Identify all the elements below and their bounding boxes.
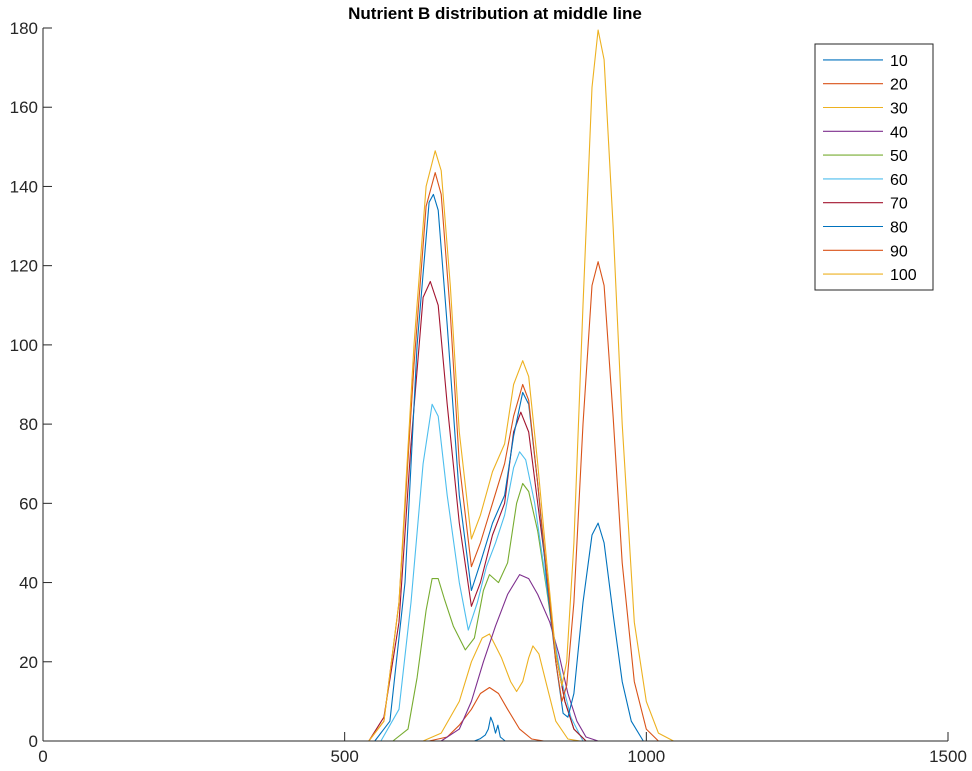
x-tick-label: 0 xyxy=(38,747,47,766)
y-tick-label: 160 xyxy=(10,98,38,117)
y-tick-label: 0 xyxy=(29,732,38,751)
plot-area xyxy=(43,29,948,742)
legend-label-10: 10 xyxy=(890,53,908,70)
y-tick-label: 140 xyxy=(10,177,38,196)
x-tick-label: 500 xyxy=(330,747,358,766)
y-tick-label: 40 xyxy=(19,574,38,593)
y-tick-label: 180 xyxy=(10,19,38,38)
series-line-70 xyxy=(43,280,948,742)
legend-label-90: 90 xyxy=(890,243,908,260)
y-tick-label: 100 xyxy=(10,336,38,355)
series-line-40 xyxy=(43,574,948,742)
series-line-30 xyxy=(43,633,948,742)
legend-label-80: 80 xyxy=(890,220,908,237)
y-tick-label: 60 xyxy=(19,494,38,513)
legend-label-70: 70 xyxy=(890,196,908,213)
legend-label-20: 20 xyxy=(890,77,908,94)
legend-label-60: 60 xyxy=(890,172,908,189)
y-tick-label: 80 xyxy=(19,415,38,434)
legend-label-100: 100 xyxy=(890,267,917,284)
series-line-10 xyxy=(43,716,948,742)
legend-box xyxy=(814,43,934,291)
series-line-100 xyxy=(43,29,948,742)
chart-title: Nutrient B distribution at middle line xyxy=(348,4,642,23)
legend-label-40: 40 xyxy=(890,124,908,141)
series-line-50 xyxy=(43,482,948,742)
legend-label-50: 50 xyxy=(890,148,908,165)
y-tick-label: 120 xyxy=(10,257,38,276)
legend-label-30: 30 xyxy=(890,101,908,118)
x-tick-label: 1000 xyxy=(627,747,665,766)
legend: 10 20 30 40 50 60 70 80 90 100 xyxy=(814,43,934,291)
y-tick-label: 20 xyxy=(19,653,38,672)
x-tick-label: 1500 xyxy=(929,747,967,766)
axes: 0 500 1000 1500 0 20 40 60 80 100 120 140 160 180 xyxy=(10,19,967,766)
series-line-80 xyxy=(43,193,948,742)
series-line-90 xyxy=(43,172,948,742)
series-line-60 xyxy=(43,403,948,742)
